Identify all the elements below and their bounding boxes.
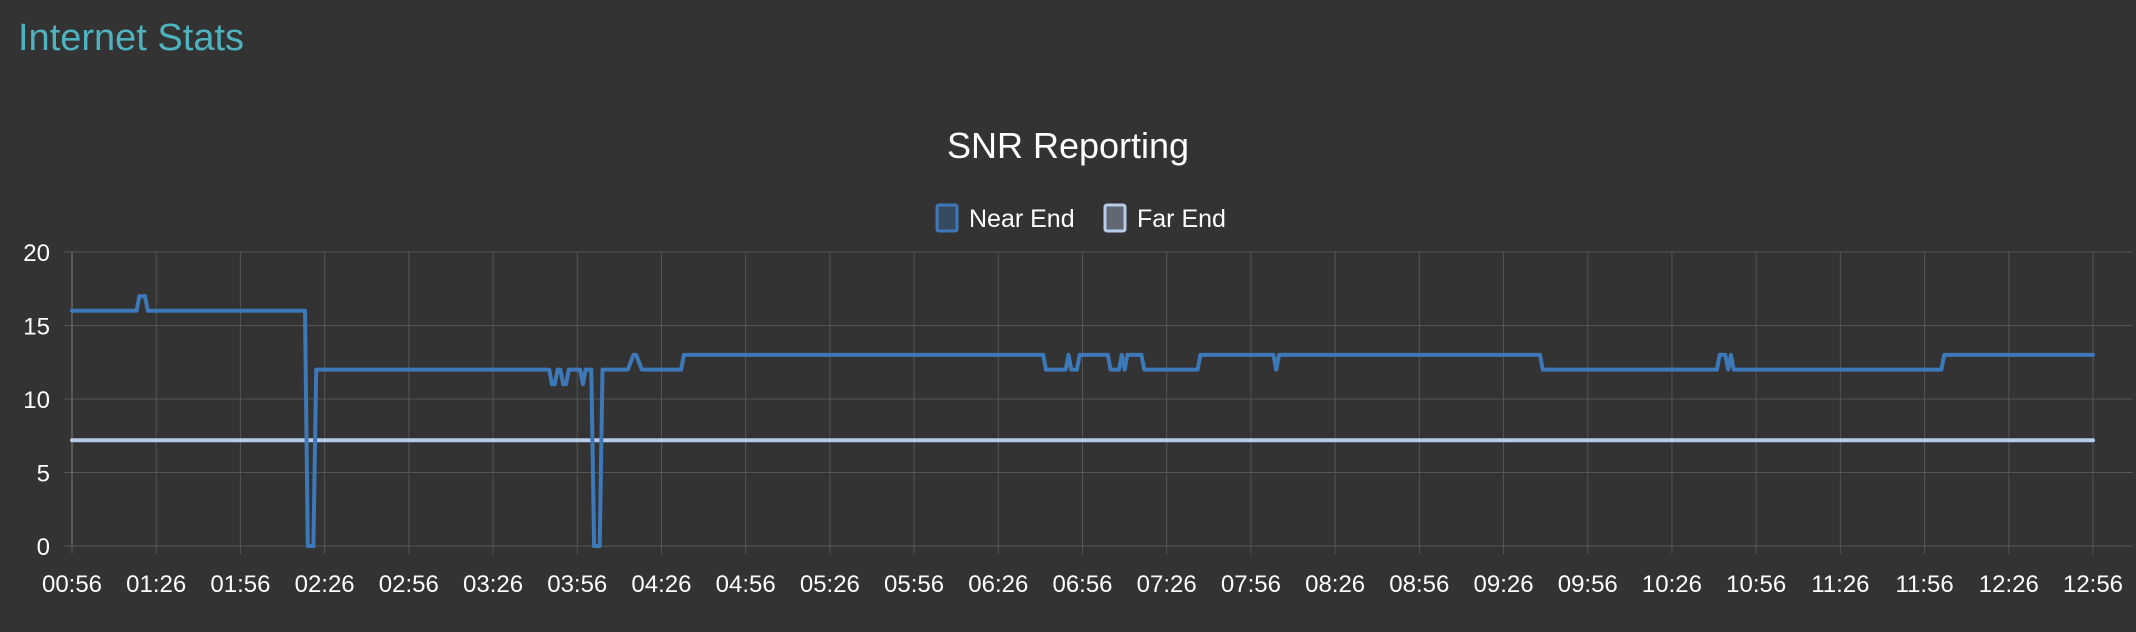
x-tick-label: 03:26 [463,571,523,598]
x-tick-label: 06:56 [1052,571,1112,598]
y-tick-label: 20 [23,240,50,267]
x-tick-label: 02:56 [379,571,439,598]
y-tick-label: 10 [23,387,50,414]
x-tick-label: 12:26 [1979,571,2039,598]
x-tick-label: 05:56 [884,571,944,598]
legend-item-near-end[interactable]: Near End [935,203,1075,233]
series-layer [70,294,2095,548]
grid-layer [64,251,2133,554]
x-tick-label: 11:56 [1895,571,1953,598]
x-tick-label: 10:56 [1726,571,1786,598]
x-tick-label: 07:56 [1221,571,1281,598]
y-tick-label: 5 [37,461,50,488]
x-tick-label: 04:26 [631,571,691,598]
app-title: Internet Stats [18,17,245,59]
x-tick-label: 08:56 [1389,571,1449,598]
legend[interactable]: Near End Far End [935,203,1226,233]
x-tick-label: 05:26 [800,571,860,598]
x-tick-label: 01:56 [210,571,270,598]
x-tick-label: 02:26 [295,571,355,598]
x-tick-label: 04:56 [716,571,776,598]
y-tick-label: 0 [37,534,50,561]
legend-swatch [935,203,959,233]
series-line-near-end [70,294,2095,548]
x-tick-label: 03:56 [547,571,607,598]
chart-title: SNR Reporting [947,125,1189,166]
x-tick-label: 07:26 [1137,571,1197,598]
x-tick-label: 10:26 [1642,571,1702,598]
tick-layer: 0 5 10 15 20 00:56 01:26 01:56 02:26 02:56 03:26 03… [23,240,2123,598]
y-tick-label: 15 [23,314,50,341]
legend-swatch [1103,203,1127,233]
x-tick-label: 11:26 [1811,571,1869,598]
legend-item-far-end[interactable]: Far End [1103,203,1226,233]
x-tick-label: 00:56 [42,571,102,598]
x-tick-label: 09:26 [1474,571,1534,598]
x-tick-label: 08:26 [1305,571,1365,598]
x-tick-label: 12:56 [2063,571,2123,598]
x-tick-label: 09:56 [1558,571,1618,598]
legend-label: Near End [969,205,1075,233]
x-tick-label: 06:26 [968,571,1028,598]
legend-label: Far End [1137,205,1226,233]
x-tick-label: 01:26 [126,571,186,598]
